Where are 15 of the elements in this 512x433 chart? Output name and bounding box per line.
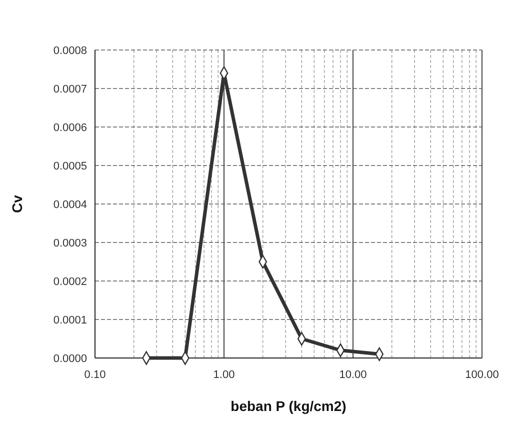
x-axis-title: beban P (kg/cm2) xyxy=(230,398,346,414)
y-tick-label: 0.0005 xyxy=(53,160,87,172)
x-tick-label: 1.00 xyxy=(213,369,235,381)
y-tick-label: 0.0003 xyxy=(53,238,87,250)
y-tick-label: 0.0007 xyxy=(53,84,87,96)
y-tick-label: 0.0001 xyxy=(53,314,87,326)
x-tick-label: 0.10 xyxy=(84,369,106,381)
y-tick-label: 0.0006 xyxy=(53,122,87,134)
x-tick-label: 100.00 xyxy=(465,369,499,381)
y-tick-label: 0.0000 xyxy=(53,353,87,365)
y-axis-title: Cv xyxy=(9,194,25,213)
y-tick-label: 0.0004 xyxy=(53,199,87,211)
x-tick-label: 10.00 xyxy=(339,369,367,381)
y-tick-label: 0.0002 xyxy=(53,276,87,288)
y-tick-label: 0.0008 xyxy=(53,45,87,57)
